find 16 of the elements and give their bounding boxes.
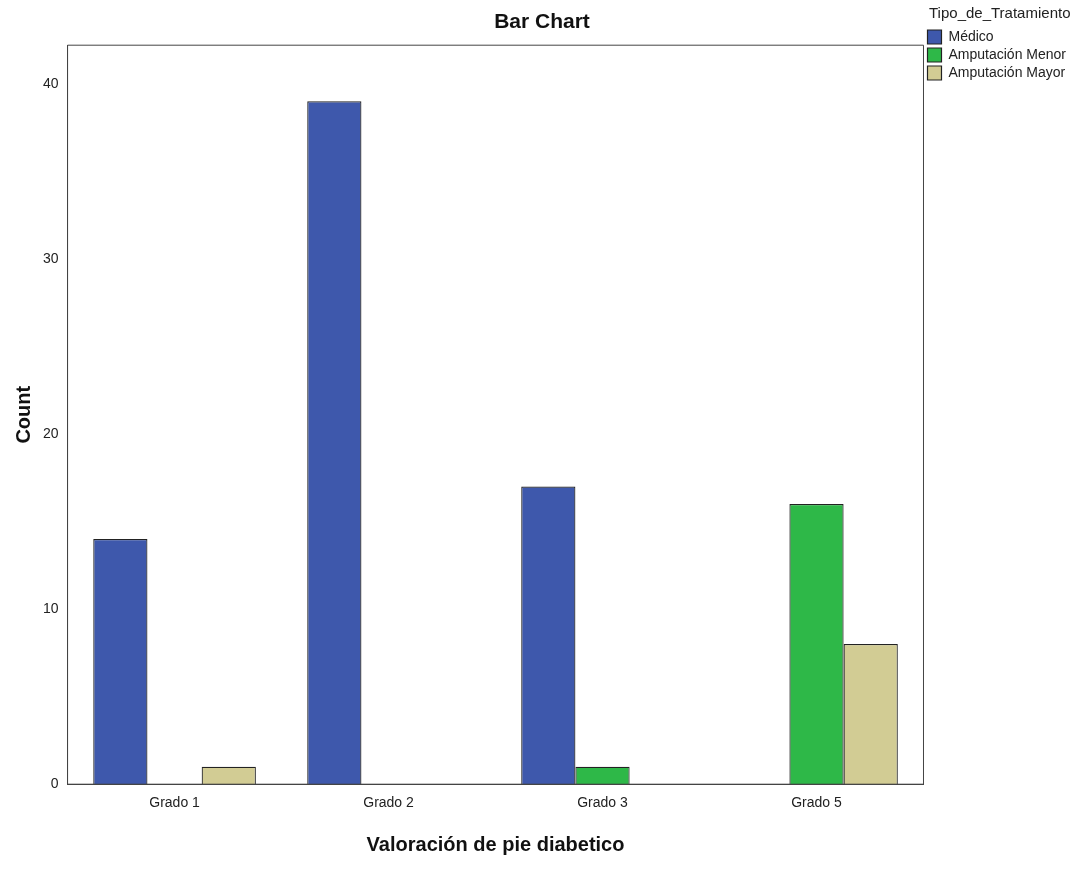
y-tick-label: 30	[42, 249, 59, 266]
x-tick-label: Grado 5	[791, 794, 843, 811]
legend-title: Tipo_de_Tratamiento	[929, 3, 1071, 21]
legend-label: Amputación Mayor	[948, 63, 1066, 80]
chart-title: Bar Chart	[494, 9, 590, 33]
legend-label: Médico	[948, 27, 994, 44]
x-tick-label: Grado 2	[363, 794, 415, 811]
x-axis-title: Valoración de pie diabetico	[366, 832, 625, 855]
x-tick-label: Grado 1	[149, 794, 201, 811]
y-axis-title: Count	[11, 385, 34, 444]
x-tick-label: Grado 3	[577, 794, 629, 811]
y-tick-label: 20	[42, 424, 59, 441]
y-tick-label: 40	[42, 74, 59, 91]
y-tick-label: 10	[42, 599, 59, 616]
legend-label: Amputación Menor	[948, 45, 1067, 62]
y-tick-label: 0	[50, 775, 59, 792]
